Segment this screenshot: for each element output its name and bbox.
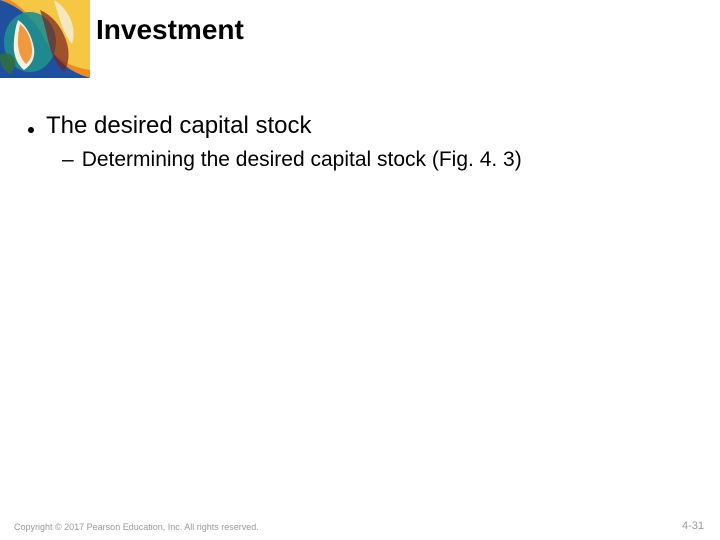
slide-title: Investment xyxy=(96,14,244,46)
bullet-dot-icon xyxy=(28,127,34,133)
bullet-level1: The desired capital stock xyxy=(28,112,692,140)
slide-content: The desired capital stock – Determining … xyxy=(28,112,692,172)
slide-header: Investment xyxy=(0,0,720,78)
bullet-dash-icon: – xyxy=(62,148,74,172)
slide-footer: Copyright © 2017 Pearson Education, Inc.… xyxy=(0,514,720,540)
bullet-level1-text: The desired capital stock xyxy=(46,112,311,140)
bullet-level2: – Determining the desired capital stock … xyxy=(62,148,692,172)
copyright-text: Copyright © 2017 Pearson Education, Inc.… xyxy=(14,522,259,532)
slide: Investment The desired capital stock – D… xyxy=(0,0,720,540)
bullet-level2-text: Determining the desired capital stock (F… xyxy=(82,148,522,172)
page-number: 4-31 xyxy=(682,520,704,532)
decorative-art-image xyxy=(0,0,90,78)
